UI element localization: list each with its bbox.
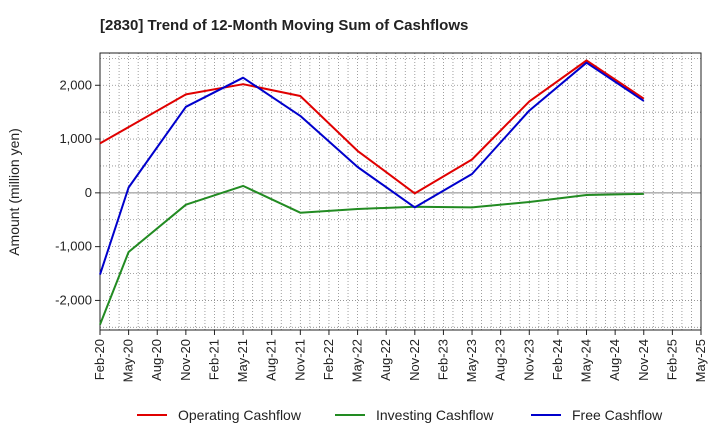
x-tick-label: Feb-23 (435, 339, 450, 380)
x-tick-label: May-23 (464, 339, 479, 382)
series-line-free-cashflow (99, 61, 645, 275)
series-lines (99, 59, 645, 325)
legend-label-free-cashflow: Free Cashflow (572, 407, 663, 423)
plot-border (99, 52, 702, 331)
legend: Operating Cashflow Investing Cashflow Free… (137, 407, 663, 423)
grid (99, 53, 702, 330)
x-tick-label: Feb-24 (550, 339, 565, 380)
x-tick-label: May-20 (121, 339, 136, 382)
x-tick-label: Nov-23 (521, 339, 536, 381)
x-tick-label: Feb-21 (206, 339, 221, 380)
x-tick-label: Feb-22 (321, 339, 336, 380)
x-tick-label: Aug-21 (264, 339, 279, 381)
y-tick-label: -2,000 (55, 292, 92, 307)
y-tick-label: 2,000 (59, 77, 92, 92)
series-line-investing-cashflow (99, 184, 644, 325)
y-tick-label: -1,000 (55, 239, 92, 254)
y-tick-label: 1,000 (59, 131, 92, 146)
axes: 2,000 1,000 0 -1,000 -2,000 Feb-20 May-20 Aug-2… (55, 52, 708, 382)
x-tick-label: Nov-24 (636, 339, 651, 381)
x-tick-label: May-25 (693, 339, 708, 382)
chart-title: [2830] Trend of 12-Month Moving Sum of C… (100, 17, 468, 34)
x-tick-label: Aug-22 (378, 339, 393, 381)
x-tick-label: May-22 (350, 339, 365, 382)
x-tick-label: Aug-23 (493, 339, 508, 381)
legend-label-investing-cashflow: Investing Cashflow (376, 407, 494, 423)
series-line-operating-cashflow (99, 59, 645, 195)
x-tick-label: May-24 (579, 339, 594, 382)
x-tick-label: Nov-21 (292, 339, 307, 381)
y-axis-label: Amount (million yen) (6, 128, 22, 256)
x-tick-label: Aug-24 (607, 339, 622, 381)
legend-label-operating-cashflow: Operating Cashflow (178, 407, 302, 423)
x-tick-label: Nov-22 (407, 339, 422, 381)
x-tick-label: Feb-20 (92, 339, 107, 380)
x-tick-label: May-21 (235, 339, 250, 382)
x-tick-label: Aug-20 (149, 339, 164, 381)
x-tick-label: Feb-25 (664, 339, 679, 380)
x-tick-label: Nov-20 (178, 339, 193, 381)
y-tick-label: 0 (85, 185, 92, 200)
